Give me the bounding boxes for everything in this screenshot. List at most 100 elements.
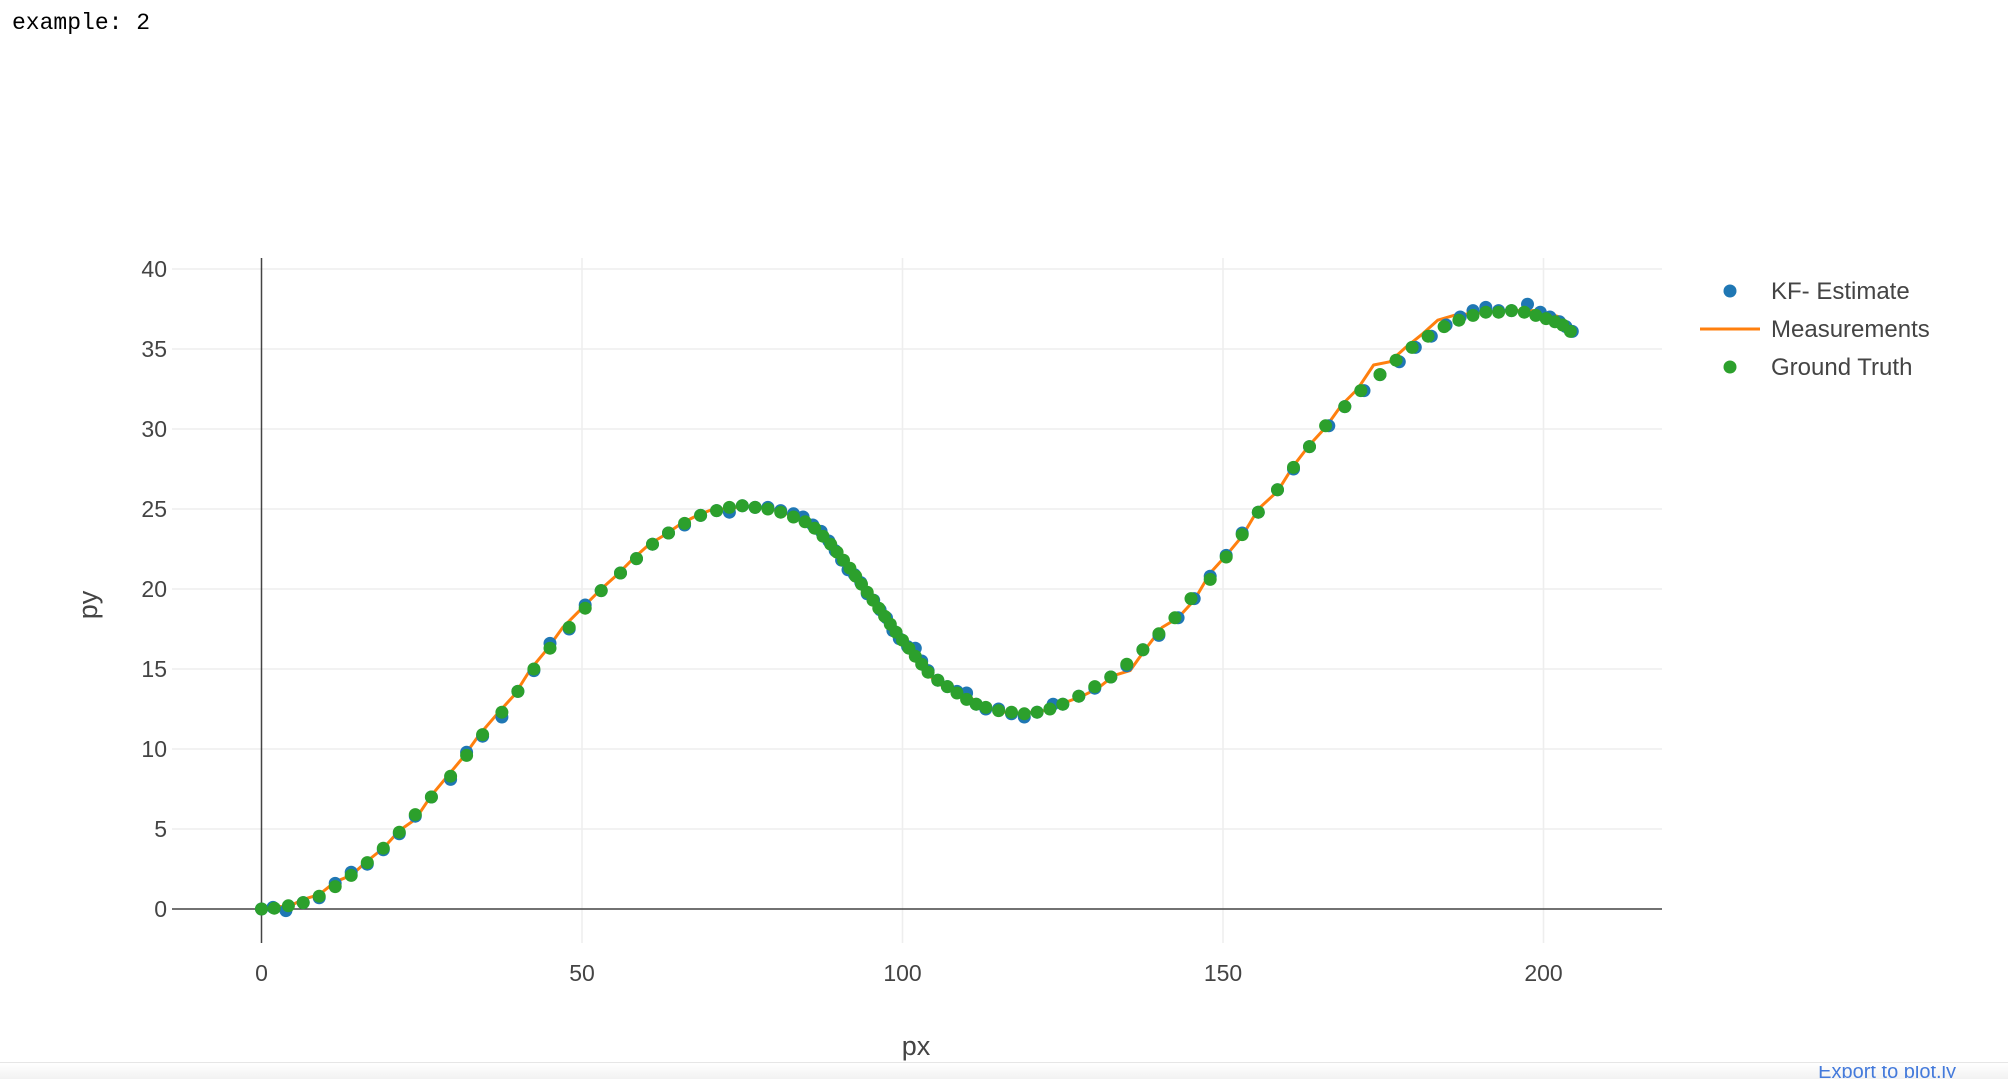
x-tick-label: 200 — [1524, 960, 1562, 986]
ground-truth-point — [931, 673, 945, 687]
ground-truth-point — [816, 529, 830, 543]
ground-truth-point — [1452, 313, 1466, 327]
ground-truth-point — [1184, 592, 1198, 606]
zero-lines — [172, 258, 1662, 943]
ground-truth-point — [1219, 550, 1233, 564]
ground-truth-point — [1072, 689, 1086, 703]
ground-truth-point — [312, 889, 326, 903]
ground-truth-point — [614, 566, 627, 580]
ground-truth-point — [444, 769, 458, 783]
grid — [172, 258, 1662, 943]
y-tick-label: 40 — [141, 256, 167, 282]
ground-truth-point — [1005, 705, 1018, 719]
ground-truth-point — [1466, 308, 1480, 322]
ground-truth-point — [1088, 680, 1102, 694]
y-axis-title: py — [73, 590, 103, 619]
y-tick-label: 10 — [141, 736, 167, 762]
legend-label: Measurements — [1771, 316, 1930, 343]
ground-truth-point — [1505, 304, 1518, 318]
ground-truth-point — [392, 825, 406, 839]
ground-truth-point — [798, 515, 812, 529]
legend-item-measurements[interactable]: Measurements — [1700, 316, 1930, 343]
ground-truth-point — [578, 601, 592, 615]
ground-truth-point — [1338, 400, 1352, 414]
legend-label: Ground Truth — [1771, 354, 1912, 381]
ground-truth-point — [562, 620, 576, 634]
ground-truth-point — [761, 502, 775, 516]
x-tick-label: 0 — [255, 960, 268, 986]
ground-truth-point — [296, 896, 310, 910]
ground-truth-point — [1479, 305, 1493, 319]
ground-truth-point — [1529, 308, 1543, 322]
ground-truth-point — [722, 500, 736, 514]
ground-truth-point — [1043, 702, 1057, 716]
ground-truth-point — [694, 508, 708, 522]
y-tick-label: 5 — [154, 816, 167, 842]
ground-truth-point — [1104, 670, 1118, 684]
ground-truth-point — [1251, 505, 1265, 519]
legend[interactable]: KF- Estimate Measurements Ground Truth — [1700, 278, 1930, 381]
ground-truth-point — [1235, 528, 1249, 542]
ground-truth-point — [1030, 705, 1044, 719]
y-axis-ticks: 0 5 10 15 20 25 30 35 40 — [141, 256, 167, 922]
ground-truth-point — [1271, 483, 1284, 497]
ground-truth-point — [476, 728, 490, 742]
y-tick-label: 25 — [141, 496, 167, 522]
ground-truth-point — [1437, 320, 1451, 334]
ground-truth-point — [646, 537, 659, 551]
legend-item-ground-truth[interactable]: Ground Truth — [1723, 354, 1913, 381]
ground-truth-point — [376, 841, 390, 855]
ground-truth-point — [748, 500, 762, 514]
y-tick-label: 15 — [141, 656, 167, 682]
ground-truth-point — [979, 700, 993, 714]
ground-truth-point — [1287, 460, 1300, 474]
ground-truth-point — [1303, 440, 1316, 454]
y-tick-label: 0 — [154, 896, 167, 922]
ground-truth-point — [1136, 643, 1150, 657]
cell-output-text: example: 2 — [12, 10, 151, 36]
ground-truth-point — [1120, 657, 1134, 671]
ground-truth-point — [774, 505, 788, 519]
ground-truth-point — [527, 662, 541, 676]
ground-truth-point — [1203, 572, 1217, 586]
traces — [255, 297, 1579, 918]
ground-truth-point — [1017, 707, 1031, 721]
ground-truth-point — [1389, 353, 1403, 367]
ground-truth-point — [1354, 384, 1368, 398]
ground-truth-point — [408, 808, 422, 822]
legend-marker-swatch — [1723, 284, 1737, 298]
ground-truth-point — [594, 584, 608, 598]
ground-truth-point — [678, 516, 692, 530]
ground-truth-point — [735, 499, 749, 513]
ground-truth-point — [950, 686, 964, 700]
ground-truth-point — [495, 705, 509, 719]
ground-truth-point — [1517, 305, 1531, 319]
ground-truth-point — [511, 684, 525, 698]
ground-truth-point — [808, 521, 822, 535]
ground-truth-point — [787, 510, 800, 524]
bottom-toolbar — [0, 1062, 2008, 1079]
ground-truth-point — [424, 790, 438, 804]
ground-truth-point — [630, 552, 643, 566]
ground-truth-point — [940, 680, 954, 694]
y-tick-label: 35 — [141, 336, 167, 362]
x-axis-ticks: 0 50 100 150 200 — [255, 960, 1563, 986]
ground-truth-point — [267, 901, 281, 915]
ground-truth-point — [1373, 368, 1387, 382]
ground-truth-point — [1319, 419, 1333, 433]
ground-truth-point — [360, 856, 374, 870]
x-tick-label: 50 — [569, 960, 595, 986]
ground-truth-point — [1152, 627, 1166, 641]
ground-truth-point — [1168, 611, 1182, 625]
ground-truth-point — [960, 692, 974, 706]
export-plotly-link[interactable]: Export to plot.ly — [1818, 1066, 1956, 1078]
ground-truth-point — [662, 526, 675, 540]
ground-truth-point — [1492, 305, 1506, 319]
ground-truth-point — [710, 504, 724, 518]
ground-truth-point — [1405, 340, 1419, 354]
ground-truth-point — [1056, 697, 1070, 711]
ground-truth-point — [1421, 329, 1435, 343]
legend-item-kf-estimate[interactable]: KF- Estimate — [1723, 278, 1910, 305]
ground-truth-point — [281, 899, 295, 913]
